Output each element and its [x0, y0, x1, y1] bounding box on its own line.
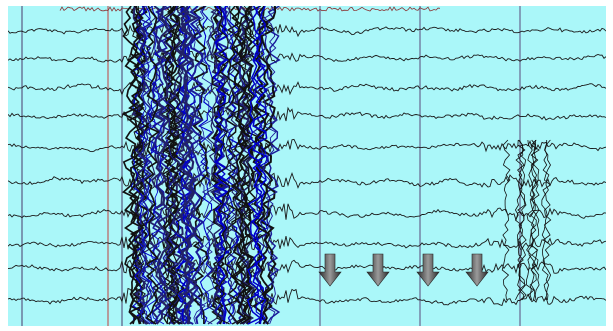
eeg-trace: [8, 232, 606, 253]
artifact-line: [230, 6, 247, 325]
artifact-line: [230, 6, 248, 325]
artifact-line: [264, 6, 281, 325]
artifact-line: [155, 6, 171, 325]
artifact-line: [162, 6, 180, 325]
artifact-line: [262, 6, 279, 325]
artifact-line: [143, 6, 160, 325]
artifact-line: [246, 6, 263, 325]
artifact-line: [528, 139, 537, 301]
eeg-trace: [8, 203, 606, 223]
down-arrow: [366, 253, 390, 287]
down-arrow: [416, 253, 440, 287]
artifact-line: [212, 6, 230, 325]
artifact-line: [254, 6, 271, 325]
arrows: [318, 253, 489, 287]
artifact-line: [501, 139, 511, 301]
eeg-trace: [8, 106, 606, 126]
down-arrow: [465, 253, 489, 287]
eeg-trace: [8, 172, 606, 191]
artifact-line: [541, 139, 550, 301]
artifact-line: [223, 6, 239, 325]
artifact-line: [129, 6, 145, 325]
artifact-line: [188, 6, 205, 325]
artifact-line: [259, 6, 277, 325]
artifact-line: [164, 6, 179, 325]
artifact-line: [252, 6, 269, 325]
artifact-line: [136, 6, 152, 325]
artifact-line: [530, 139, 540, 301]
artifact-line: [223, 6, 240, 325]
eeg-trace: [8, 137, 606, 156]
eeg-trace: [8, 80, 606, 98]
down-arrow: [318, 253, 342, 287]
artifact-burst: [121, 6, 552, 325]
eeg-trace: [8, 48, 606, 65]
artifact-line: [160, 6, 177, 325]
artifact-line: [127, 6, 144, 325]
artifact-line: [514, 139, 524, 301]
eeg-trace: [8, 287, 606, 310]
artifact-line: [162, 6, 181, 325]
time-markers: [21, 6, 521, 326]
artifact-line: [209, 6, 227, 325]
eeg-trace: [8, 255, 606, 280]
artifact-line: [181, 6, 199, 325]
eeg-trace: [8, 22, 606, 38]
artifact-line: [169, 6, 185, 325]
plot-background: [8, 6, 606, 326]
artifact-line: [238, 6, 254, 325]
artifact-line: [215, 6, 231, 325]
artifact-line: [542, 139, 552, 301]
artifact-line: [530, 139, 540, 301]
